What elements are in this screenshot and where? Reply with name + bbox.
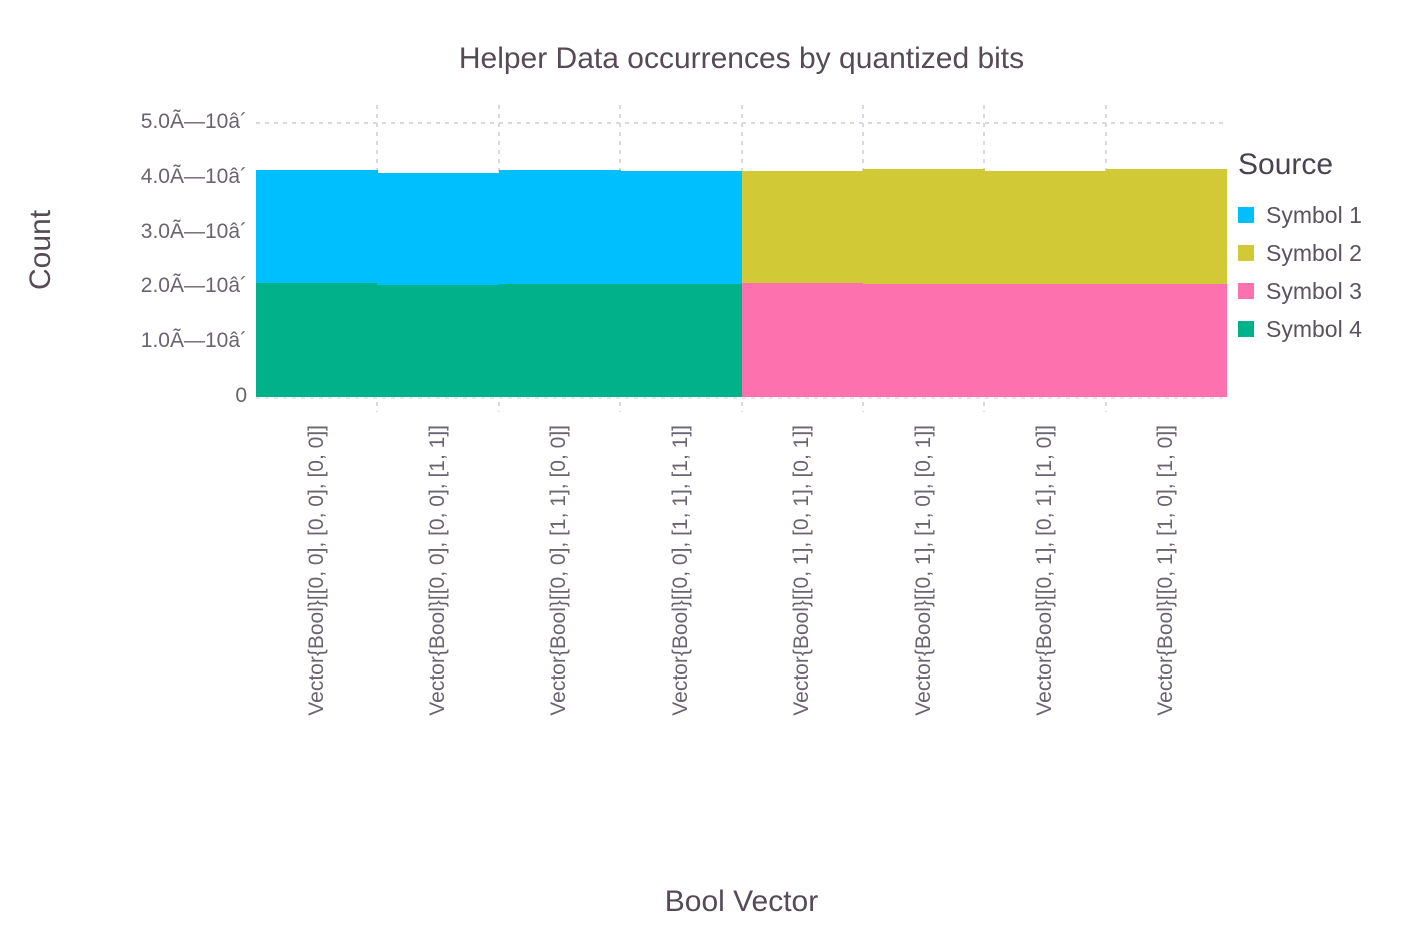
bar-segment [620, 171, 743, 285]
legend-label: Symbol 2 [1266, 239, 1362, 266]
legend-entry: Symbol 2 [1238, 234, 1362, 272]
bar-segment [862, 283, 985, 397]
y-tick-label: 0 [235, 384, 247, 407]
legend-entry: Symbol 4 [1238, 310, 1362, 348]
x-axis-title: Bool Vector [664, 885, 819, 918]
legend-entry: Symbol 1 [1238, 196, 1362, 234]
bar-segment [741, 283, 864, 397]
bar-segment [1105, 169, 1227, 285]
bar-segment [498, 170, 621, 284]
chart-title: Helper Data occurrences by quantized bit… [458, 42, 1025, 75]
y-tick-label: 5.0Ã—10â´ [140, 110, 247, 133]
x-tick-label: Vector{Bool}[[0, 0], [0, 0], [1, 1]] [426, 425, 450, 716]
legend-label: Symbol 4 [1266, 315, 1362, 342]
bar-segment [862, 169, 985, 284]
y-tick-label: 3.0Ã—10â´ [140, 219, 247, 243]
bar-segment [1105, 284, 1227, 397]
legend-swatch-icon [1238, 207, 1254, 223]
x-tick-label: Vector{Bool}[[0, 1], [0, 1], [0, 1]] [790, 425, 814, 716]
horizontal-gridline [256, 122, 1227, 124]
y-axis-title: Count [24, 209, 57, 291]
bar-segment [256, 283, 378, 397]
x-tick-label: Vector{Bool}[[0, 1], [1, 0], [1, 0]] [1154, 425, 1178, 716]
x-tick-label: Vector{Bool}[[0, 1], [1, 0], [0, 1]] [911, 425, 935, 716]
bar-segment [984, 283, 1107, 397]
legend-swatch-icon [1238, 283, 1254, 299]
bar-segment [620, 284, 743, 397]
y-tick-label: 2.0Ã—10â´ [140, 274, 247, 298]
legend-swatch-icon [1238, 245, 1254, 261]
x-tick-label: Vector{Bool}[[0, 1], [0, 1], [1, 0]] [1032, 425, 1056, 716]
bar-segment [498, 283, 621, 397]
y-tick-label: 1.0Ã—10â´ [140, 329, 247, 353]
x-axis-baseline [256, 397, 1227, 399]
bar-segment [741, 171, 864, 283]
bar-segment [377, 284, 500, 397]
legend-swatch-icon [1238, 321, 1254, 337]
legend-label: Symbol 3 [1266, 277, 1362, 304]
bar-segment [984, 171, 1107, 284]
legend-entry: Symbol 3 [1238, 272, 1362, 310]
legend: Source Symbol 1 Symbol 2 Symbol 3 Symbol 4 [1238, 148, 1362, 348]
legend-title: Source [1238, 148, 1334, 181]
bar-segment [256, 170, 378, 283]
legend-label: Symbol 1 [1266, 201, 1362, 228]
x-tick-label: Vector{Bool}[[0, 0], [1, 1], [1, 1]] [668, 425, 692, 716]
x-tick-label: Vector{Bool}[[0, 0], [1, 1], [0, 0]] [547, 425, 571, 716]
y-tick-label: 4.0Ã—10â´ [140, 164, 247, 188]
bar-segment [377, 172, 500, 285]
legend-entries: Symbol 1 Symbol 2 Symbol 3 Symbol 4 [1238, 196, 1362, 348]
x-tick-label: Vector{Bool}[[0, 0], [0, 0], [0, 0]] [304, 425, 328, 716]
